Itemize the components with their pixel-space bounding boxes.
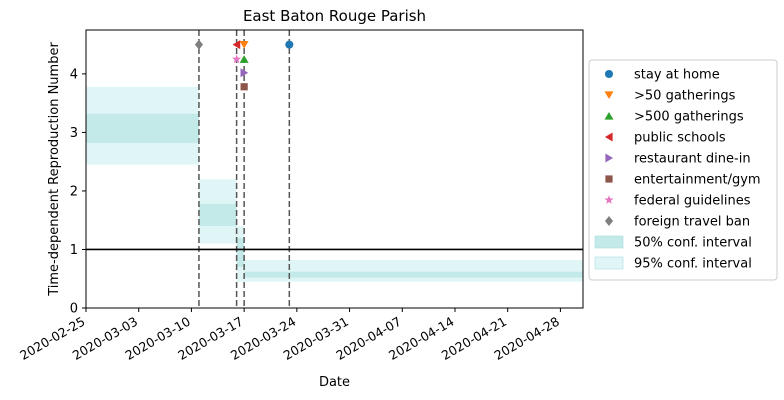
intervention-marker-7 [194,39,204,50]
intervention-marker-3 [232,40,241,50]
legend-label-7: foreign travel ban [634,215,750,230]
legend-label-0: stay at home [634,68,720,83]
legend-label-8: 50% conf. interval [634,236,752,251]
legend-label-6: federal guidelines [634,194,751,209]
y-tick-label-0: 0 [70,302,78,317]
ci50-band-1 [198,203,237,227]
legend-marker-5 [605,175,613,183]
intervention-markers [194,39,294,91]
legend: stay at home >50 gatherings >500 gathering… [588,59,778,281]
ci50-band-0 [86,113,199,143]
plot-frame [85,29,584,309]
ci50-band-2 [236,237,245,268]
legend-marker-1 [604,91,614,100]
legend-marker-6 [604,195,614,204]
intervention-marker-5 [240,83,248,91]
y-tick-label-4: 4 [70,67,78,82]
legend-marker-4 [605,153,614,163]
legend-patch-9 [594,256,624,270]
legend-marker-3 [604,132,613,142]
y-axis-label: Time-dependent Reproduction Number [47,42,62,297]
ci95-band-3 [244,260,584,282]
legend-patch-8 [594,235,624,249]
x-axis-ticks: 2020-02-252020-03-032020-03-102020-03-17… [17,308,562,363]
legend-box [588,59,778,281]
y-axis-ticks: 0 1 2 3 4 [70,67,86,317]
intervention-marker-1 [239,41,249,49]
intervention-marker-4 [240,68,249,78]
y-tick-label-2: 2 [70,184,78,199]
intervention-lines [198,30,291,308]
legend-label-1: >50 gatherings [634,89,736,104]
legend-marker-2 [604,111,614,120]
legend-label-4: restaurant dine-in [634,152,751,167]
y-tick-label-1: 1 [70,243,78,258]
intervention-marker-6 [232,54,242,64]
intervention-marker-2 [239,55,249,63]
chart-title: East Baton Rouge Parish [243,7,426,25]
legend-label-3: public schools [634,131,726,146]
legend-label-2: >500 gatherings [634,110,744,125]
x-axis-label: Date [319,375,350,390]
y-tick-label-3: 3 [70,126,78,141]
ci50-band-3 [244,271,584,278]
legend-label-5: entertainment/gym [634,173,761,188]
legend-marker-7 [604,216,614,226]
intervention-marker-0 [285,40,294,49]
legend-marker-0 [604,69,614,79]
legend-label-9: 95% conf. interval [634,257,752,272]
confidence-bands [86,86,584,282]
